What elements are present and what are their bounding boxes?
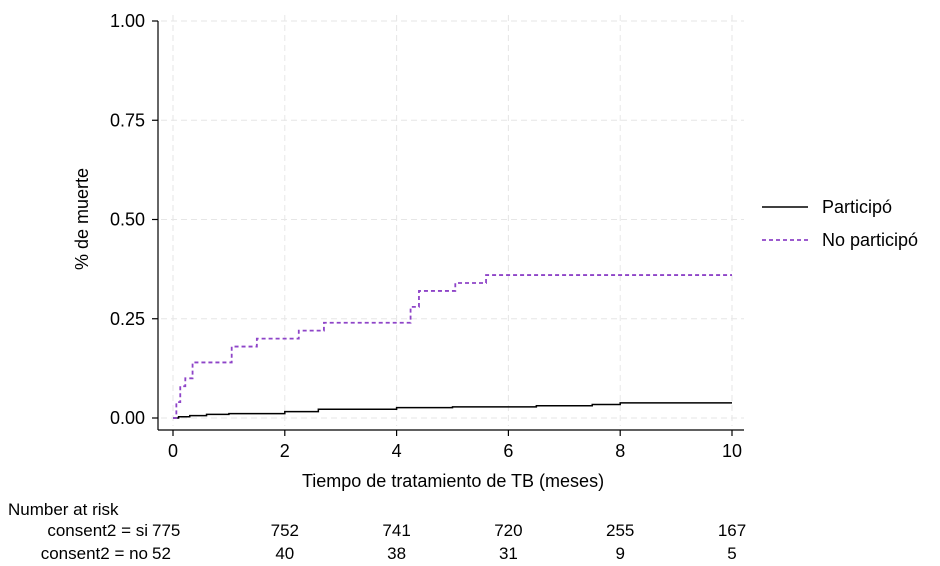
y-tick-label-0: 0.00 (110, 408, 145, 428)
y-tick-label-4: 1.00 (110, 11, 145, 31)
risk-value-0-2: 741 (382, 521, 410, 540)
risk-value-0-1: 752 (271, 521, 299, 540)
x-tick-label-4: 8 (615, 441, 625, 461)
axes (157, 21, 744, 431)
x-tick-label-2: 4 (392, 441, 402, 461)
y-tick-label-2: 0.50 (110, 210, 145, 230)
x-axis-label: Tiempo de tratamiento de TB (meses) (302, 471, 604, 491)
legend-label-0: Participó (822, 197, 892, 217)
risk-row-label-0: consent2 = si (47, 521, 148, 540)
x-axis-ticks: 0 2 4 6 8 10 (168, 430, 742, 461)
grid-lines (161, 15, 744, 426)
x-tick-label-0: 0 (168, 441, 178, 461)
risk-value-1-4: 9 (615, 544, 624, 563)
risk-value-1-2: 38 (387, 544, 406, 563)
risk-value-0-5: 167 (718, 521, 746, 540)
risk-row-label-1: consent2 = no (41, 544, 148, 563)
y-tick-label-1: 0.25 (110, 309, 145, 329)
legend: Participó No participó (762, 197, 918, 250)
legend-label-1: No participó (822, 230, 918, 250)
x-tick-label-3: 6 (503, 441, 513, 461)
risk-value-1-3: 31 (499, 544, 518, 563)
risk-value-0-0: 775 (152, 521, 180, 540)
risk-value-1-1: 40 (275, 544, 294, 563)
number-at-risk-table: Number at risk consent2 = si 775 752 741 720… (8, 500, 746, 563)
series-line-0 (173, 402, 732, 419)
risk-value-1-0: 52 (152, 544, 171, 563)
series-line-1 (173, 274, 732, 419)
risk-table-title: Number at risk (8, 500, 119, 519)
y-tick-label-3: 0.75 (110, 110, 145, 130)
risk-value-0-4: 255 (606, 521, 634, 540)
y-axis-label: % de muerte (72, 168, 92, 270)
y-axis-ticks: 0.00 0.25 0.50 0.75 1.00 (110, 11, 158, 428)
risk-value-0-3: 720 (494, 521, 522, 540)
x-tick-label-1: 2 (280, 441, 290, 461)
x-tick-label-5: 10 (722, 441, 742, 461)
risk-value-1-5: 5 (727, 544, 736, 563)
series-lines (173, 274, 732, 419)
